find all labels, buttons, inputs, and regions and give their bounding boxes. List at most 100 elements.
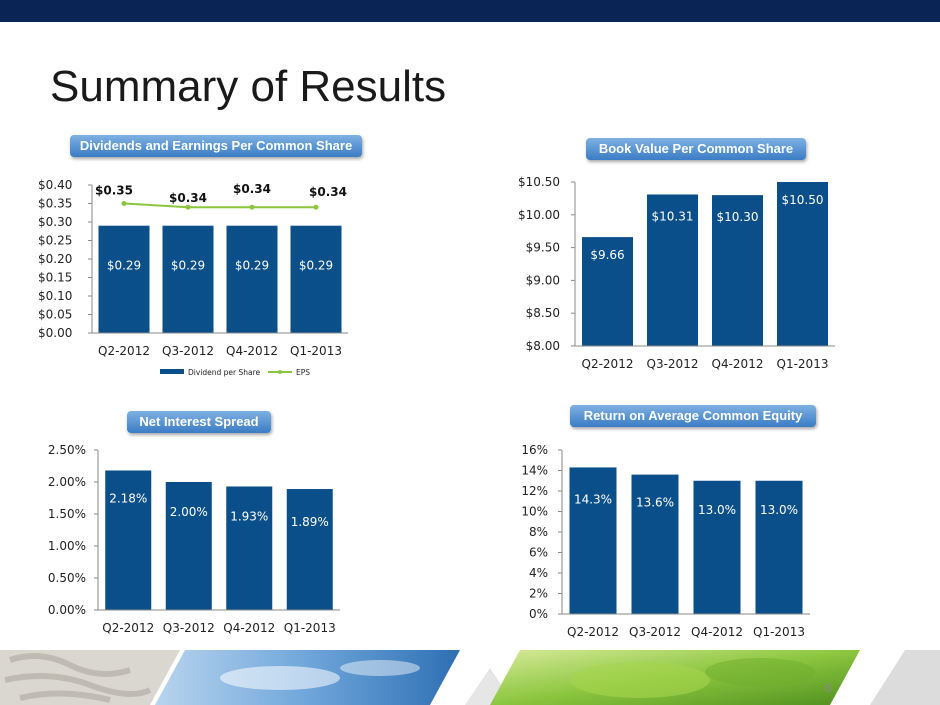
eps-value-label: $0.34 bbox=[309, 185, 347, 199]
y-tick-label: $8.50 bbox=[526, 306, 560, 320]
y-tick-label: $0.40 bbox=[38, 178, 72, 192]
x-tick-label: Q4-2012 bbox=[226, 344, 278, 358]
bar-value-label: 1.93% bbox=[230, 509, 268, 523]
y-tick-label: 0% bbox=[529, 607, 548, 621]
y-tick-label: 4% bbox=[529, 566, 548, 580]
eps-point bbox=[185, 204, 191, 210]
bar-value-label: $0.29 bbox=[299, 259, 333, 273]
y-tick-label: 2% bbox=[529, 587, 548, 601]
bar-value-label: 13.0% bbox=[698, 503, 736, 517]
eps-value-label: $0.34 bbox=[169, 191, 207, 205]
bar-value-label: $0.29 bbox=[171, 259, 205, 273]
bar-value-label: 14.3% bbox=[574, 492, 612, 506]
y-tick-label: 0.50% bbox=[48, 571, 86, 585]
grey-corner bbox=[870, 650, 940, 705]
bar-value-label: $10.30 bbox=[717, 210, 759, 224]
footer-photo-strip bbox=[0, 650, 940, 705]
x-tick-label: Q3-2012 bbox=[162, 344, 214, 358]
eps-series-line bbox=[123, 202, 316, 209]
eps-point bbox=[121, 201, 127, 206]
x-tick-label: Q2-2012 bbox=[567, 625, 619, 639]
legend-swatch-dividend bbox=[160, 369, 184, 374]
eps-value-label: $0.35 bbox=[95, 184, 133, 198]
y-tick-label: 14% bbox=[521, 464, 548, 478]
page-number: 6 bbox=[824, 680, 832, 695]
y-tick-label: 6% bbox=[529, 546, 548, 560]
bar bbox=[286, 489, 333, 610]
bar-value-label: $0.29 bbox=[235, 259, 269, 273]
x-tick-label: Q2-2012 bbox=[98, 344, 150, 358]
eps-value-label: $0.34 bbox=[233, 182, 271, 196]
bar-value-label: $10.50 bbox=[782, 193, 824, 207]
bar bbox=[569, 467, 617, 614]
book-value-chart-title: Book Value Per Common Share bbox=[586, 138, 806, 160]
net-interest-chart: 0.00% 0.50% 1.00% 1.50% 2.00% 2.50% 2.18% Q2-20… bbox=[48, 443, 340, 635]
y-tick-label: $8.00 bbox=[526, 339, 560, 353]
bar-value-label: 1.89% bbox=[291, 515, 329, 529]
bar bbox=[631, 474, 679, 614]
y-tick-label: $0.00 bbox=[38, 326, 72, 340]
y-tick-label: $9.00 bbox=[526, 273, 560, 287]
y-tick-label: $0.10 bbox=[38, 289, 72, 303]
y-tick-label: $0.20 bbox=[38, 252, 72, 266]
bar-value-label: $10.31 bbox=[652, 209, 694, 223]
net-interest-chart-title: Net Interest Spread bbox=[127, 411, 271, 433]
eps-point bbox=[313, 204, 319, 210]
bar bbox=[693, 480, 741, 614]
bar bbox=[226, 486, 273, 610]
y-tick-label: 0.00% bbox=[48, 603, 86, 617]
bar bbox=[755, 480, 803, 614]
y-tick-label: $0.05 bbox=[38, 308, 72, 322]
bar bbox=[647, 194, 698, 346]
y-tick-label: 1.50% bbox=[48, 507, 86, 521]
x-tick-label: Q4-2012 bbox=[223, 621, 275, 635]
bar-value-label: 2.00% bbox=[170, 505, 208, 519]
bar bbox=[712, 195, 763, 346]
bar bbox=[777, 182, 828, 346]
bar-value-label: 13.6% bbox=[636, 496, 674, 510]
legend-label-eps: EPS bbox=[296, 368, 310, 377]
x-tick-label: Q2-2012 bbox=[102, 621, 154, 635]
y-tick-label: 2.00% bbox=[48, 475, 86, 489]
x-tick-label: Q3-2012 bbox=[163, 621, 215, 635]
page-title: Summary of Results bbox=[50, 62, 447, 111]
bar bbox=[98, 225, 150, 333]
x-tick-label: Q3-2012 bbox=[629, 625, 681, 639]
y-tick-label: $0.35 bbox=[38, 197, 72, 211]
bar bbox=[226, 225, 278, 333]
x-tick-label: Q1-2013 bbox=[284, 621, 336, 635]
dividends-chart-title: Dividends and Earnings Per Common Share bbox=[70, 135, 362, 157]
legend-marker-eps bbox=[278, 370, 282, 374]
y-tick-label: $0.15 bbox=[38, 271, 72, 285]
legend-label-dividend: Dividend per Share bbox=[188, 368, 261, 377]
bar bbox=[105, 470, 152, 610]
bar bbox=[165, 482, 212, 610]
x-tick-label: Q1-2013 bbox=[290, 344, 342, 358]
roe-chart: 0% 2% 4% 6% 8% 10% 12% 14% 16% 14.3% Q2-2012 13.6% Q… bbox=[521, 443, 810, 639]
y-tick-label: $0.25 bbox=[38, 234, 72, 248]
bar bbox=[290, 225, 342, 333]
roe-chart-title: Return on Average Common Equity bbox=[570, 405, 816, 427]
x-tick-label: Q1-2013 bbox=[753, 625, 805, 639]
bar-value-label: 13.0% bbox=[760, 503, 798, 517]
bar-value-label: $9.66 bbox=[590, 248, 624, 262]
bar bbox=[582, 237, 633, 346]
y-tick-label: 16% bbox=[521, 443, 548, 457]
y-tick-label: 10% bbox=[521, 505, 548, 519]
book-value-chart: $8.00 $8.50 $9.00 $9.50 $10.00 $10.50 $9.66 Q2-… bbox=[518, 175, 835, 371]
bar bbox=[162, 225, 214, 333]
dividends-chart: $0.00 $0.05 $0.10 $0.15 $0.20 $0.25 $0.30 $0.35… bbox=[38, 178, 348, 377]
y-tick-label: $10.50 bbox=[518, 175, 560, 189]
x-tick-label: Q4-2012 bbox=[712, 357, 764, 371]
y-tick-label: 12% bbox=[521, 484, 548, 498]
y-tick-label: 8% bbox=[529, 525, 548, 539]
y-tick-label: $10.00 bbox=[518, 208, 560, 222]
y-tick-label: $9.50 bbox=[526, 241, 560, 255]
y-tick-label: $0.30 bbox=[38, 215, 72, 229]
x-tick-label: Q3-2012 bbox=[647, 357, 699, 371]
eps-point bbox=[249, 204, 255, 210]
bar-value-label: 2.18% bbox=[109, 491, 147, 505]
bar-value-label: $0.29 bbox=[107, 259, 141, 273]
x-tick-label: Q2-2012 bbox=[582, 357, 634, 371]
y-tick-label: 1.00% bbox=[48, 539, 86, 553]
